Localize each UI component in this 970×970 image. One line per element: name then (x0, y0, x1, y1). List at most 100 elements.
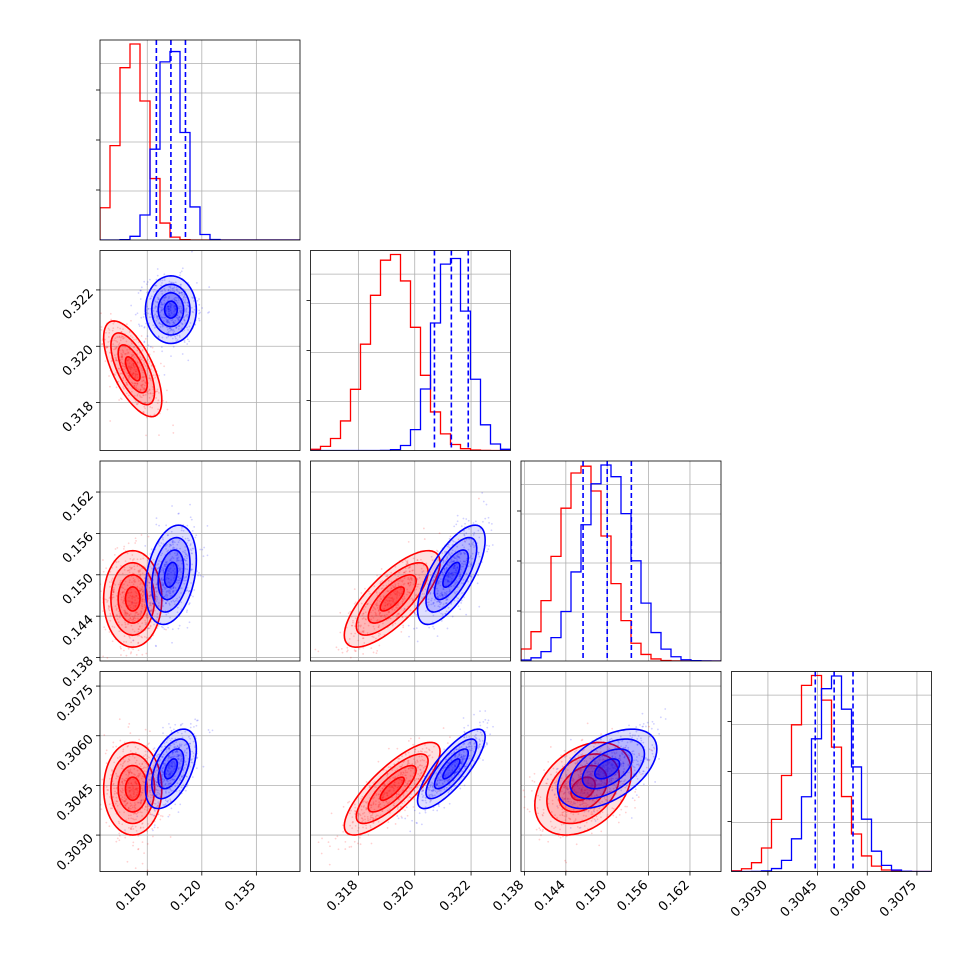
sample-point (166, 780, 169, 783)
sample-point (184, 749, 186, 752)
sample-point (375, 794, 378, 797)
sample-point (129, 652, 132, 655)
sample-point (132, 596, 135, 598)
sample-point (392, 591, 395, 593)
sample-point (111, 769, 113, 771)
sample-point (145, 614, 148, 617)
sample-point (353, 602, 356, 605)
sample-point (408, 591, 411, 594)
sample-point (191, 761, 194, 764)
sample-point (153, 814, 156, 817)
sample-point (392, 599, 395, 601)
sample-point (421, 764, 423, 767)
sample-point (155, 583, 158, 586)
sample-point (172, 289, 174, 292)
sample-point (164, 594, 167, 597)
sample-point (149, 813, 152, 815)
sample-point (150, 316, 153, 319)
sample-point (163, 742, 166, 745)
sample-point (133, 773, 135, 776)
sample-point (133, 356, 136, 359)
sample-point (468, 757, 471, 760)
sample-point (398, 592, 401, 594)
sample-point (406, 562, 409, 565)
sample-point (442, 588, 445, 591)
sample-point (116, 326, 119, 329)
sample-point (181, 322, 183, 325)
sample-point (165, 779, 168, 782)
sample-point (159, 311, 161, 314)
sample-point (486, 550, 489, 553)
contour-blue (163, 300, 179, 319)
sample-point (167, 747, 170, 749)
sample-point (399, 588, 402, 591)
sample-point (163, 563, 166, 566)
sample-point (184, 537, 187, 540)
sample-point (129, 732, 132, 734)
sample-point (153, 623, 155, 626)
sample-point (155, 600, 158, 602)
sample-point (173, 762, 176, 765)
sample-point (149, 624, 152, 627)
sample-point (105, 331, 107, 334)
sample-point (173, 768, 175, 771)
sample-point (131, 381, 133, 384)
sample-point (180, 592, 182, 594)
sample-point (155, 390, 158, 393)
sample-point (127, 618, 130, 621)
sample-point (448, 590, 451, 593)
sample-point (148, 586, 151, 589)
sample-point (462, 755, 465, 757)
sample-point (124, 800, 127, 803)
contour-blue (163, 758, 179, 780)
sample-point (397, 582, 400, 585)
sample-point (366, 603, 369, 606)
sample-point (180, 529, 183, 532)
sample-point (449, 572, 452, 575)
sample-point (178, 316, 181, 318)
sample-point (198, 571, 200, 574)
sample-point (173, 746, 176, 748)
sample-point (190, 759, 193, 761)
sample-point (124, 345, 127, 348)
sample-point (127, 808, 130, 811)
sample-point (166, 389, 168, 392)
sample-point (143, 770, 146, 772)
sample-point (127, 760, 129, 763)
sample-point (401, 816, 403, 819)
sample-point (317, 650, 320, 653)
sample-point (141, 841, 144, 844)
sample-point (102, 610, 104, 612)
sample-point (128, 568, 131, 571)
sample-point (372, 817, 375, 819)
sample-point (137, 628, 140, 630)
sample-point (463, 529, 465, 532)
sample-point (184, 549, 187, 552)
sample-point (167, 549, 170, 552)
sample-point (452, 540, 455, 543)
sample-point (183, 744, 186, 747)
sample-point (198, 312, 201, 315)
sample-point (381, 787, 384, 790)
sample-point (160, 306, 163, 309)
density-fill (158, 748, 184, 789)
sample-point (453, 560, 456, 562)
sample-point (183, 339, 186, 342)
sample-point (433, 576, 436, 579)
sample-point (148, 604, 151, 607)
sample-point (448, 769, 451, 772)
sample-point (450, 572, 452, 575)
sample-point (154, 586, 157, 589)
sample-point (362, 612, 365, 615)
sample-point (407, 761, 409, 764)
sample-point (143, 781, 145, 784)
sample-point (136, 789, 139, 791)
sample-point (474, 544, 477, 547)
sample-point (142, 394, 145, 397)
sample-point (138, 590, 141, 592)
sample-point (139, 298, 142, 300)
sample-point (436, 784, 439, 787)
sample-point (183, 295, 186, 297)
sample-point (182, 295, 185, 298)
sample-point (134, 382, 137, 385)
